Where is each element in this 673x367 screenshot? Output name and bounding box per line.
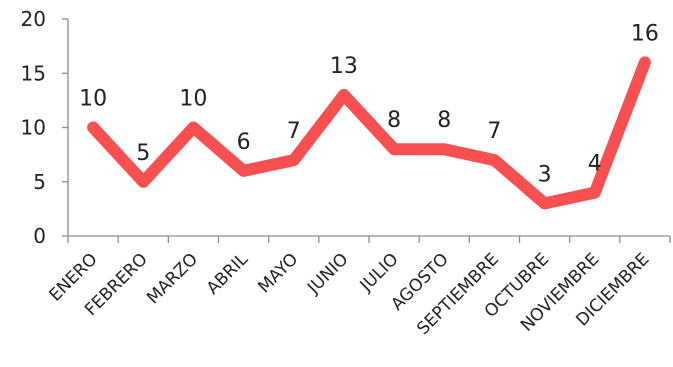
x-tick-label: MARZO [143, 249, 202, 308]
series [87, 56, 651, 210]
x-tick-label: MAYO [254, 249, 302, 297]
data-label: 5 [136, 141, 150, 166]
data-label: 8 [437, 108, 451, 133]
data-label: 13 [330, 54, 358, 79]
data-label: 10 [179, 87, 207, 112]
data-label: 7 [287, 119, 301, 144]
y-tick-label: 5 [33, 170, 46, 194]
data-label: 8 [387, 108, 401, 133]
data-label: 7 [487, 119, 501, 144]
y-tick-label: 20 [21, 7, 46, 31]
y-tick-label: 0 [33, 224, 46, 248]
y-tick-label: 10 [21, 116, 46, 140]
y-tick-label: 15 [21, 61, 46, 85]
data-labels: 10 5 10 6 7 13 8 8 7 3 4 16 [79, 21, 659, 187]
data-label: 4 [588, 152, 602, 177]
x-tick-label: JUNIO [303, 249, 352, 298]
data-label: 3 [538, 162, 552, 187]
data-label: 6 [237, 130, 251, 155]
x-tick-label: ABRIL [203, 249, 253, 299]
x-tick-label: JULIO [356, 249, 403, 296]
series-line [87, 56, 651, 210]
y-axis: 0 5 10 15 20 [21, 7, 69, 248]
data-label: 10 [79, 87, 107, 112]
data-label: 16 [631, 21, 659, 46]
